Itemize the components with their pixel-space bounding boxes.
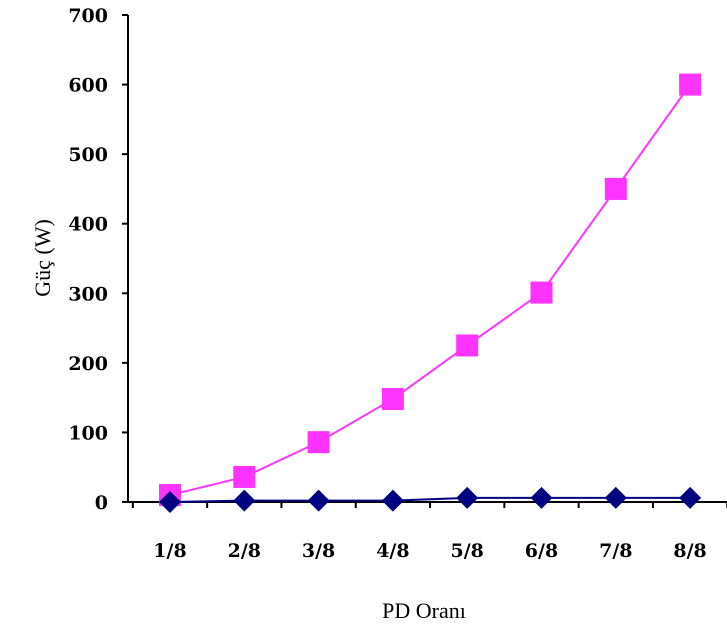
series-2 [159, 486, 702, 513]
labels: 0 100 200 300 400 500 600 700 1/8 2/8 3/8 4/8 5/8 6/8… [30, 5, 707, 623]
x-tick-label: 3/8 [302, 540, 335, 562]
x-tick-label: 2/8 [228, 540, 261, 562]
data-point-diamond [233, 489, 256, 512]
data-point-diamond [604, 486, 627, 509]
y-tick-label: 700 [68, 5, 108, 27]
data-point-diamond [679, 486, 702, 509]
x-tick-label: 1/8 [153, 540, 186, 562]
axes [122, 14, 727, 508]
data-point-square [530, 281, 553, 304]
y-tick-label: 600 [68, 75, 108, 97]
series-line [169, 496, 691, 503]
series-line [169, 83, 691, 497]
data-point-diamond [456, 486, 479, 509]
data-point-square [679, 73, 702, 96]
y-tick-label: 300 [68, 283, 108, 305]
data-point-diamond [307, 489, 330, 512]
x-tick-label: 8/8 [673, 540, 706, 562]
data-point-square [604, 177, 627, 200]
series-1 [159, 73, 702, 507]
y-tick-label: 0 [95, 492, 108, 514]
data-point-square [381, 388, 404, 411]
y-tick-label: 400 [68, 214, 108, 236]
series-group [159, 73, 702, 513]
data-point-square [456, 334, 479, 357]
data-point-diamond [159, 491, 181, 513]
x-tick-label: 6/8 [525, 540, 558, 562]
data-point-diamond [530, 486, 553, 509]
data-point-diamond [381, 489, 404, 512]
y-tick-label: 200 [68, 353, 108, 375]
data-point-square [307, 431, 330, 454]
y-axis-title: Güç (W) [30, 219, 55, 297]
x-axis-title: PD Oranı [382, 598, 466, 623]
x-tick-label: 4/8 [376, 540, 409, 562]
x-tick-label: 7/8 [599, 540, 632, 562]
y-tick-label: 100 [68, 422, 108, 444]
data-point-square [233, 465, 256, 488]
y-tick-label: 500 [68, 144, 108, 166]
x-tick-label: 5/8 [451, 540, 484, 562]
